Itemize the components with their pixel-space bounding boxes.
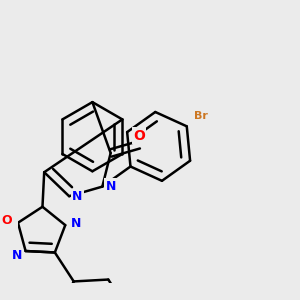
Text: O: O (133, 129, 145, 143)
Text: N: N (72, 190, 83, 203)
Text: O: O (2, 214, 13, 227)
Text: N: N (12, 249, 22, 262)
Text: N: N (106, 180, 116, 193)
Text: Br: Br (194, 111, 208, 121)
Text: N: N (71, 217, 81, 230)
